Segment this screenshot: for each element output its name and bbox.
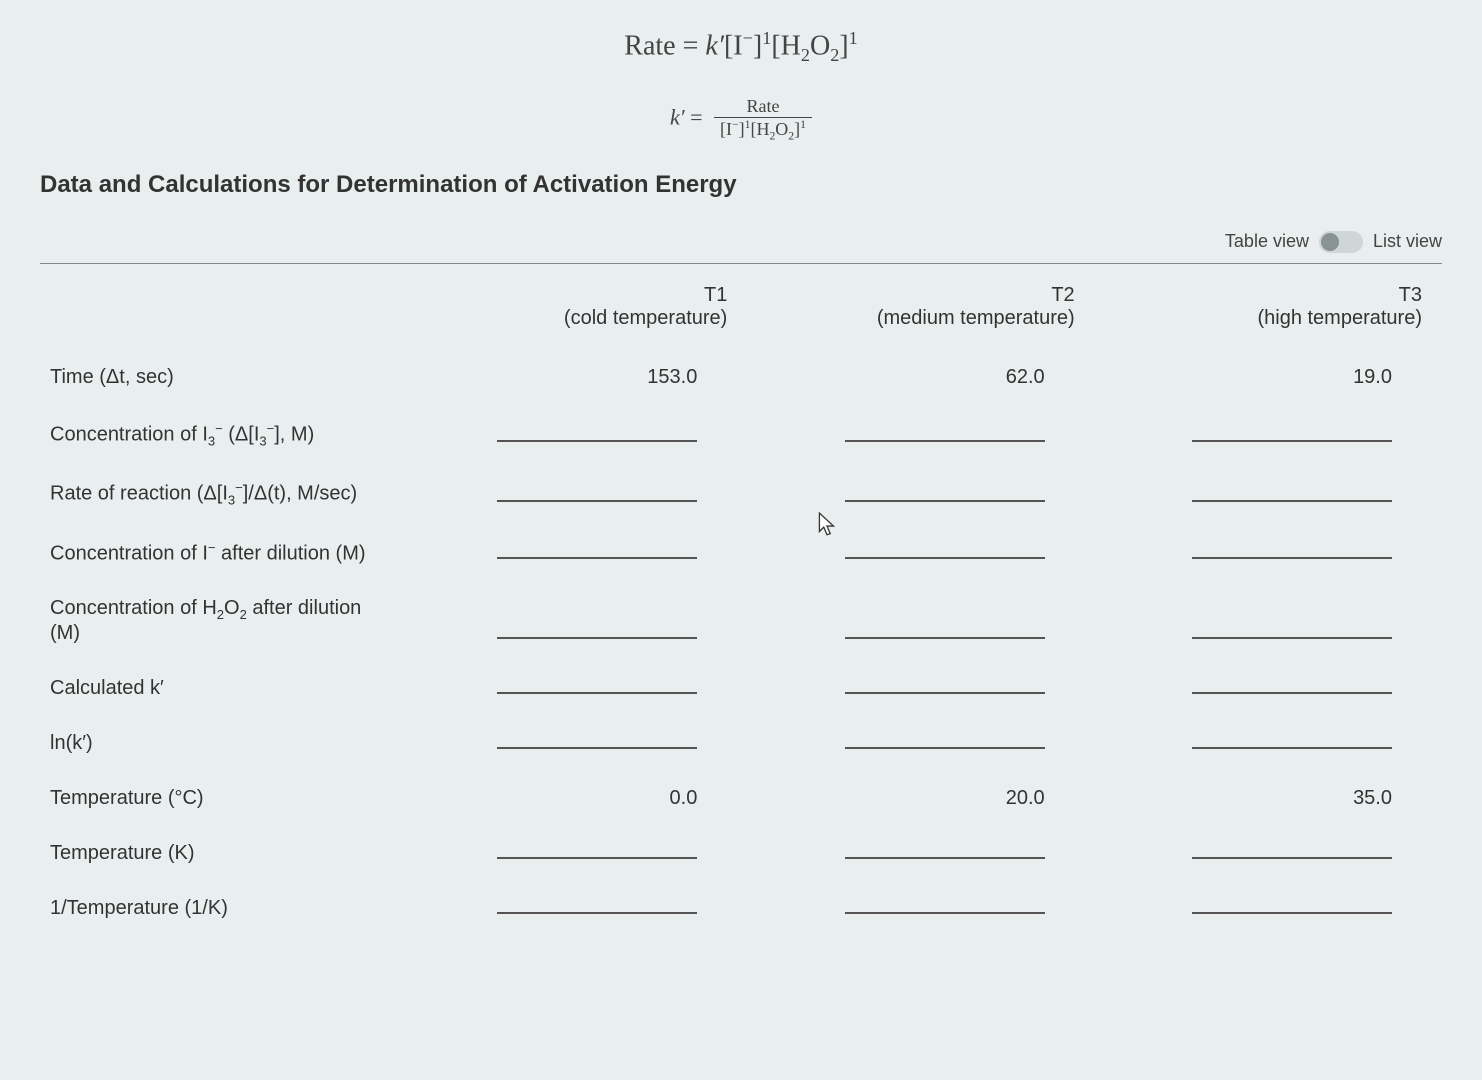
- cell[interactable]: [747, 464, 1094, 524]
- cell[interactable]: [400, 716, 747, 771]
- blank-input-line[interactable]: [1192, 557, 1392, 559]
- table-row: 1/Temperature (1/K): [40, 881, 1442, 936]
- blank-input-line[interactable]: [845, 692, 1045, 694]
- cell[interactable]: [1095, 661, 1442, 716]
- cell[interactable]: [1095, 581, 1442, 661]
- cell[interactable]: [1095, 464, 1442, 524]
- row-label: Concentration of I− after dilution (M): [40, 524, 400, 582]
- blank-input-line[interactable]: [845, 440, 1045, 442]
- table-row: Concentration of H2O2 after dilution (M): [40, 581, 1442, 661]
- cell[interactable]: [1095, 881, 1442, 936]
- cell[interactable]: [400, 581, 747, 661]
- blank-input-line[interactable]: [497, 692, 697, 694]
- table-head: T1 (cold temperature) T2 (medium tempera…: [40, 264, 1442, 350]
- blank-input-line[interactable]: [1192, 857, 1392, 859]
- blank-input-line[interactable]: [845, 637, 1045, 639]
- blank-input-line[interactable]: [1192, 637, 1392, 639]
- section-title: Data and Calculations for Determination …: [40, 171, 1442, 199]
- cell[interactable]: 35.0: [1095, 771, 1442, 826]
- fraction-denominator: [I−]1[H2O2]1: [714, 118, 812, 143]
- view-toggle-switch[interactable]: [1319, 231, 1363, 253]
- table-row: Concentration of I− after dilution (M): [40, 524, 1442, 582]
- cell[interactable]: [747, 716, 1094, 771]
- cell[interactable]: 20.0: [747, 771, 1094, 826]
- blank-input-line[interactable]: [497, 747, 697, 749]
- blank-input-line[interactable]: [497, 912, 697, 914]
- cell[interactable]: 19.0: [1095, 350, 1442, 405]
- cell[interactable]: [1095, 826, 1442, 881]
- row-label: 1/Temperature (1/K): [40, 881, 400, 936]
- table-row: Temperature (°C)0.020.035.0: [40, 771, 1442, 826]
- cell[interactable]: [747, 405, 1094, 465]
- blank-input-line[interactable]: [1192, 912, 1392, 914]
- formula-area: Rate = k′[I−]1[H2O2]1 k′ = Rate [I−]1[H2…: [40, 0, 1442, 167]
- cell[interactable]: [400, 464, 747, 524]
- cell[interactable]: [747, 661, 1094, 716]
- cell[interactable]: [1095, 716, 1442, 771]
- table-row: Rate of reaction (Δ[I3−]/Δ(t), M/sec): [40, 464, 1442, 524]
- cell[interactable]: 0.0: [400, 771, 747, 826]
- view-toggle-bar: Table view List view: [40, 231, 1442, 264]
- table-row: ln(k′): [40, 716, 1442, 771]
- cell[interactable]: [400, 405, 747, 465]
- fraction-numerator: Rate: [714, 96, 812, 118]
- col-header-t3: T3 (high temperature): [1095, 264, 1442, 350]
- blank-input-line[interactable]: [1192, 440, 1392, 442]
- blank-input-line[interactable]: [497, 500, 697, 502]
- cell[interactable]: [400, 826, 747, 881]
- table-row: Time (Δt, sec)153.062.019.0: [40, 350, 1442, 405]
- table-row: Calculated k′: [40, 661, 1442, 716]
- k-prime-formula: k′ = Rate [I−]1[H2O2]1: [670, 96, 812, 143]
- cell[interactable]: [400, 661, 747, 716]
- rate-law-formula: Rate = k′[I−]1[H2O2]1: [40, 28, 1442, 66]
- table-view-label[interactable]: Table view: [1225, 231, 1309, 252]
- row-label: Time (Δt, sec): [40, 350, 400, 405]
- blank-input-line[interactable]: [497, 637, 697, 639]
- blank-input-line[interactable]: [1192, 500, 1392, 502]
- cell[interactable]: [1095, 524, 1442, 582]
- blank-input-line[interactable]: [845, 500, 1045, 502]
- table-body: Time (Δt, sec)153.062.019.0Concentration…: [40, 350, 1442, 937]
- list-view-label[interactable]: List view: [1373, 231, 1442, 252]
- cell[interactable]: [747, 881, 1094, 936]
- blank-input-line[interactable]: [845, 857, 1045, 859]
- cell[interactable]: [747, 826, 1094, 881]
- k-prime-lhs: k′ =: [670, 104, 703, 129]
- blank-input-line[interactable]: [497, 557, 697, 559]
- blank-input-line[interactable]: [1192, 692, 1392, 694]
- fraction: Rate [I−]1[H2O2]1: [714, 96, 812, 143]
- row-label: Temperature (°C): [40, 771, 400, 826]
- blank-input-line[interactable]: [845, 557, 1045, 559]
- row-label: Calculated k′: [40, 661, 400, 716]
- col-header-t1: T1 (cold temperature): [400, 264, 747, 350]
- data-table: T1 (cold temperature) T2 (medium tempera…: [40, 264, 1442, 937]
- row-label: Rate of reaction (Δ[I3−]/Δ(t), M/sec): [40, 464, 400, 524]
- blank-input-line[interactable]: [845, 747, 1045, 749]
- blank-input-line[interactable]: [497, 440, 697, 442]
- row-label: ln(k′): [40, 716, 400, 771]
- table-row: Temperature (K): [40, 826, 1442, 881]
- table-row: Concentration of I3− (Δ[I3−], M): [40, 405, 1442, 465]
- cell[interactable]: [1095, 405, 1442, 465]
- cell[interactable]: [747, 581, 1094, 661]
- blank-input-line[interactable]: [1192, 747, 1392, 749]
- col-header-t2: T2 (medium temperature): [747, 264, 1094, 350]
- row-label: Concentration of H2O2 after dilution (M): [40, 581, 400, 661]
- blank-input-line[interactable]: [497, 857, 697, 859]
- cell[interactable]: 153.0: [400, 350, 747, 405]
- blank-input-line[interactable]: [845, 912, 1045, 914]
- row-label: Concentration of I3− (Δ[I3−], M): [40, 405, 400, 465]
- cell[interactable]: 62.0: [747, 350, 1094, 405]
- toggle-knob: [1321, 233, 1339, 251]
- cell[interactable]: [747, 524, 1094, 582]
- cell[interactable]: [400, 524, 747, 582]
- row-label: Temperature (K): [40, 826, 400, 881]
- cell[interactable]: [400, 881, 747, 936]
